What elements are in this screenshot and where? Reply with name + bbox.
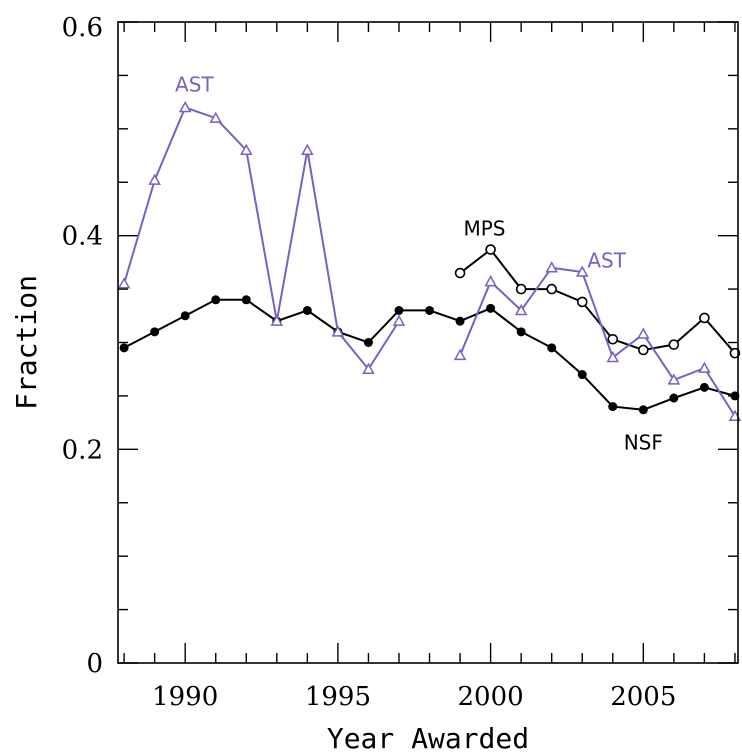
x-tick-label: 2005 bbox=[610, 682, 676, 712]
data-point bbox=[667, 373, 681, 385]
data-point bbox=[699, 312, 710, 324]
data-point bbox=[301, 143, 314, 155]
data-point bbox=[546, 283, 557, 295]
data-point bbox=[331, 325, 345, 337]
data-point bbox=[180, 311, 190, 321]
series-nsf-0 bbox=[119, 295, 740, 415]
data-point bbox=[455, 316, 465, 326]
data-point bbox=[515, 283, 527, 295]
data-point bbox=[425, 305, 435, 315]
axis-ticks bbox=[118, 21, 738, 664]
data-point bbox=[606, 350, 620, 363]
x-axis-title: Year Awarded bbox=[327, 722, 529, 752]
data-point bbox=[363, 338, 373, 347]
plot-frame bbox=[117, 21, 739, 664]
data-point bbox=[209, 111, 223, 123]
data-point bbox=[302, 305, 312, 315]
series-line bbox=[459, 248, 736, 354]
series-ast-3 bbox=[453, 261, 742, 421]
data-point bbox=[486, 303, 496, 313]
data-point bbox=[394, 305, 404, 315]
data-point bbox=[150, 327, 160, 337]
data-point bbox=[119, 343, 129, 353]
y-tick-label: 0.2 bbox=[62, 435, 103, 465]
y-tick-label: 0 bbox=[86, 649, 103, 679]
series-label-nsf: NSF bbox=[624, 430, 663, 454]
series-ast-2 bbox=[117, 100, 406, 374]
data-point bbox=[362, 362, 375, 374]
data-point bbox=[240, 143, 253, 155]
data-point bbox=[730, 391, 740, 401]
data-point bbox=[545, 261, 558, 273]
data-point bbox=[514, 303, 528, 316]
y-axis-title: Fraction bbox=[10, 275, 43, 410]
tick-labels: 1990 1995 2000 2005 0 0.2 0.4 0.6 bbox=[62, 13, 677, 712]
data-point bbox=[270, 314, 284, 326]
data-point bbox=[211, 295, 221, 305]
data-point bbox=[117, 277, 131, 289]
series-line bbox=[459, 266, 736, 417]
series-labels: AST MPS AST NSF bbox=[175, 72, 663, 454]
x-tick-label: 1990 bbox=[152, 682, 218, 712]
data-point bbox=[576, 296, 588, 308]
data-point bbox=[484, 275, 497, 287]
data-point bbox=[669, 393, 679, 403]
data-point bbox=[148, 173, 161, 185]
data-point bbox=[575, 265, 589, 277]
data-series bbox=[117, 100, 742, 421]
y-tick-label: 0.6 bbox=[62, 13, 103, 43]
data-point bbox=[547, 343, 557, 353]
data-point bbox=[637, 327, 650, 339]
data-point bbox=[453, 348, 467, 361]
data-point bbox=[454, 267, 466, 279]
data-point bbox=[392, 314, 406, 326]
data-point bbox=[608, 402, 618, 412]
series-line bbox=[123, 106, 400, 371]
data-point bbox=[607, 333, 619, 345]
data-point bbox=[241, 295, 251, 305]
data-point bbox=[668, 339, 680, 350]
data-point bbox=[577, 370, 587, 380]
series-label-mps: MPS bbox=[463, 217, 505, 241]
series-label-ast: AST bbox=[587, 249, 626, 273]
data-point bbox=[638, 344, 649, 356]
series-label-ast: AST bbox=[175, 72, 214, 96]
data-point bbox=[485, 244, 496, 255]
x-tick-label: 2000 bbox=[458, 682, 524, 712]
x-tick-label: 1995 bbox=[305, 682, 371, 712]
data-point bbox=[178, 100, 192, 113]
data-point bbox=[516, 327, 526, 337]
y-tick-label: 0.4 bbox=[62, 222, 103, 252]
data-point bbox=[699, 382, 709, 392]
data-point bbox=[729, 347, 741, 359]
data-point bbox=[638, 405, 648, 415]
series-mps-1 bbox=[454, 244, 741, 359]
data-point bbox=[698, 361, 711, 373]
